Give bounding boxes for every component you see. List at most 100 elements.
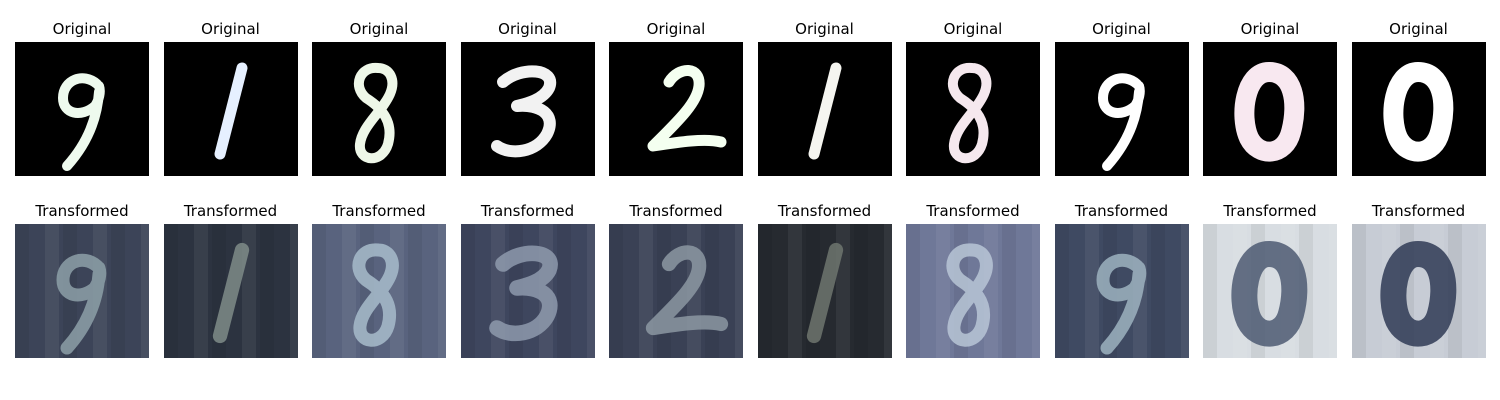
original-image <box>1351 42 1486 176</box>
digit-stroke-1 <box>212 242 249 344</box>
texture-band <box>984 224 998 358</box>
texture-band <box>438 224 446 358</box>
digit-stroke-8 <box>352 243 399 347</box>
texture-band <box>1180 224 1189 358</box>
texture-band <box>936 224 950 358</box>
digit-stroke-0 <box>1379 241 1456 347</box>
digit-stroke-1 <box>806 242 843 344</box>
texture-band <box>735 224 743 358</box>
texture-band <box>1002 224 1016 358</box>
original-panel: Original <box>1351 20 1486 180</box>
texture-band <box>289 224 298 358</box>
transformed-digit-image <box>906 224 1040 358</box>
original-title: Original <box>1240 20 1300 38</box>
texture-band <box>705 224 719 358</box>
texture-band <box>111 224 125 358</box>
transformed-digit-image <box>1054 224 1189 358</box>
transformed-image <box>163 224 298 358</box>
original-digit-image <box>906 42 1040 176</box>
digit-stroke-0 <box>1382 62 1453 162</box>
texture-band <box>1477 224 1486 358</box>
original-title: Original <box>498 20 557 38</box>
transformed-title: Transformed <box>629 202 723 220</box>
digit-stroke-8 <box>947 62 992 164</box>
texture-band <box>163 224 178 358</box>
transformed-image <box>1203 224 1337 358</box>
original-panel: Original <box>1054 20 1189 180</box>
original-image <box>757 42 892 176</box>
transformed-digit-image <box>460 224 595 358</box>
digit-stroke-9 <box>56 253 107 355</box>
transformed-title: Transformed <box>332 202 426 220</box>
original-title: Original <box>52 20 112 38</box>
transformed-image <box>460 224 595 358</box>
transformed-title: Transformed <box>926 202 1020 220</box>
original-digit-image <box>312 42 446 176</box>
texture-band <box>1150 224 1165 358</box>
transformed-title: Transformed <box>1371 202 1466 220</box>
transformed-title: Transformed <box>1074 202 1169 220</box>
transformed-digit-image <box>609 224 743 358</box>
transformed-image <box>757 224 892 358</box>
texture-band <box>609 224 623 358</box>
digit-stroke-2 <box>647 65 727 152</box>
digit-stroke-0 <box>1231 241 1308 347</box>
texture-band <box>586 224 595 358</box>
original-title: Original <box>1092 20 1151 38</box>
transformed-panel: Transformed <box>1351 202 1486 362</box>
transformed-digit-image <box>15 224 149 358</box>
texture-band <box>259 224 274 358</box>
original-title: Original <box>1389 20 1448 38</box>
texture-band <box>1351 224 1366 358</box>
original-image <box>312 42 446 176</box>
texture-band <box>639 224 653 358</box>
transformed-title: Transformed <box>183 202 278 220</box>
original-panel: Original <box>15 20 149 180</box>
digit-stroke-3 <box>490 65 556 158</box>
original-image <box>1054 42 1189 176</box>
original-image <box>906 42 1040 176</box>
original-title: Original <box>646 20 706 38</box>
original-image <box>15 42 149 176</box>
original-panel: Original <box>906 20 1040 180</box>
transformed-panel: Transformed <box>757 202 892 362</box>
image-background <box>609 224 743 358</box>
original-title: Original <box>943 20 1003 38</box>
texture-band <box>1203 224 1217 358</box>
transformed-image <box>312 224 446 358</box>
original-digit-image <box>609 42 743 176</box>
original-digit-image <box>757 42 892 176</box>
transformed-digit-image <box>312 224 446 358</box>
texture-band <box>390 224 404 358</box>
transformed-digit-image <box>1203 224 1337 358</box>
original-title: Original <box>201 20 260 38</box>
transformed-image <box>906 224 1040 358</box>
digit-stroke-2 <box>645 245 729 336</box>
texture-band <box>1054 224 1069 358</box>
digit-stroke-0 <box>1234 62 1305 162</box>
original-title: Original <box>795 20 854 38</box>
original-digit-image <box>163 42 298 176</box>
digit-stroke-8 <box>946 243 993 347</box>
original-panel: Original <box>163 20 298 180</box>
transformed-panel: Transformed <box>609 202 743 362</box>
texture-band <box>757 224 772 358</box>
digit-stroke-9 <box>1096 253 1146 355</box>
texture-band <box>1084 224 1099 358</box>
texture-band <box>906 224 920 358</box>
texture-band <box>883 224 892 358</box>
original-panel: Original <box>757 20 892 180</box>
transformed-digit-image <box>163 224 298 358</box>
texture-band <box>45 224 59 358</box>
transformed-panel: Transformed <box>163 202 298 362</box>
digit-stroke-1 <box>808 62 841 160</box>
texture-band <box>15 224 29 358</box>
transformed-panel: Transformed <box>15 202 149 362</box>
texture-band <box>1329 224 1337 358</box>
transformed-panel: Transformed <box>1203 202 1337 362</box>
original-panel: Original <box>460 20 595 180</box>
texture-band <box>141 224 149 358</box>
transformed-panel: Transformed <box>1054 202 1189 362</box>
transformed-title: Transformed <box>35 202 129 220</box>
original-digit-image <box>460 42 595 176</box>
